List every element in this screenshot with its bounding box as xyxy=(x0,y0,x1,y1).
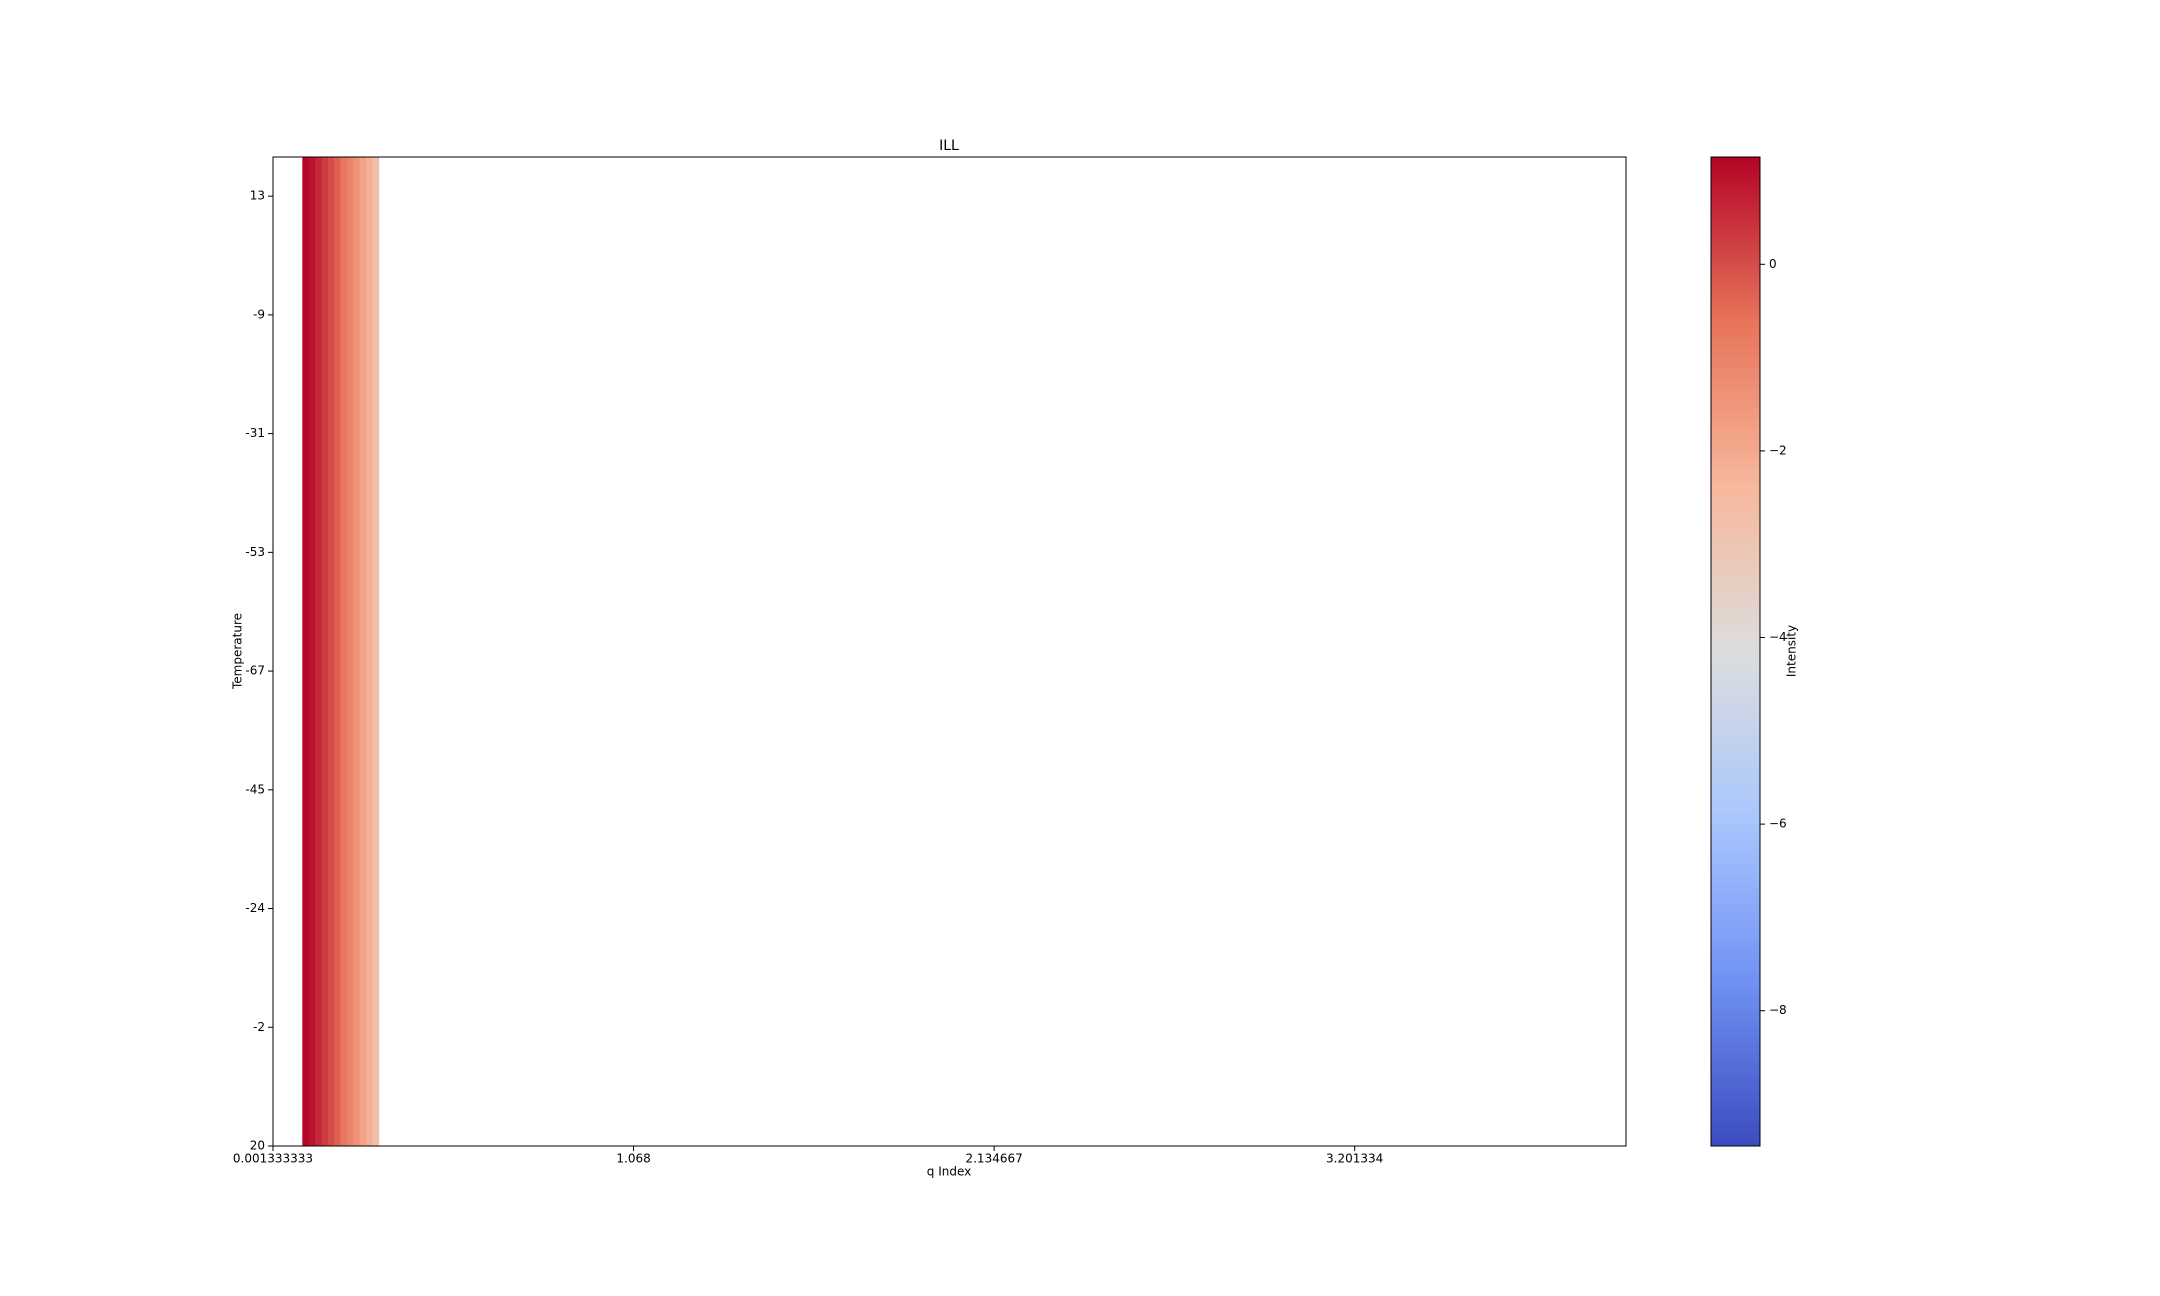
y-tick-label: -53 xyxy=(245,545,265,559)
colorbar-tick-label: −4 xyxy=(1769,630,1787,644)
heatmap-cell xyxy=(327,157,335,1146)
heatmap-cell xyxy=(321,157,329,1146)
colorbar-tick-label: −8 xyxy=(1769,1003,1787,1017)
heatmap-cell xyxy=(308,157,316,1146)
y-tick-label: -45 xyxy=(245,782,265,796)
x-tick-label: 2.134667 xyxy=(965,1152,1022,1166)
heatmap-cell xyxy=(315,157,323,1146)
y-tick-label: 20 xyxy=(250,1139,265,1153)
x-tick-label: 0.001333333 xyxy=(233,1152,313,1166)
x-axis-label: q Index xyxy=(927,1165,971,1179)
heatmap-cell xyxy=(334,157,341,1146)
y-tick-label: 13 xyxy=(250,189,265,203)
heatmap-cell xyxy=(372,157,380,1146)
y-tick-label: -2 xyxy=(253,1020,265,1034)
colorbar xyxy=(1710,156,1761,1147)
y-tick-label: -24 xyxy=(245,901,265,915)
y-tick-label: -67 xyxy=(245,664,265,678)
y-axis-label: Temperature xyxy=(231,613,245,690)
x-tick-label: 1.068 xyxy=(616,1152,650,1166)
heatmap-cell xyxy=(302,157,310,1146)
y-tick-label: -31 xyxy=(245,426,265,440)
colorbar-tick-label: −2 xyxy=(1769,443,1787,457)
colorbar-tick-label: 0 xyxy=(1769,257,1777,271)
y-tick-label: -9 xyxy=(253,307,265,321)
heatmap-cell xyxy=(340,157,348,1146)
plot-frame xyxy=(272,156,1627,1147)
heatmap-cell xyxy=(359,157,367,1146)
heatmap-cell xyxy=(353,157,361,1146)
colorbar-tick-label: −6 xyxy=(1769,817,1787,831)
chart-title: ILL xyxy=(939,138,959,154)
heatmap-cell xyxy=(366,157,374,1146)
heatmap-cell xyxy=(346,157,354,1146)
x-tick-label: 3.201334 xyxy=(1326,1152,1383,1166)
colorbar-label: Intensity xyxy=(1785,625,1799,677)
